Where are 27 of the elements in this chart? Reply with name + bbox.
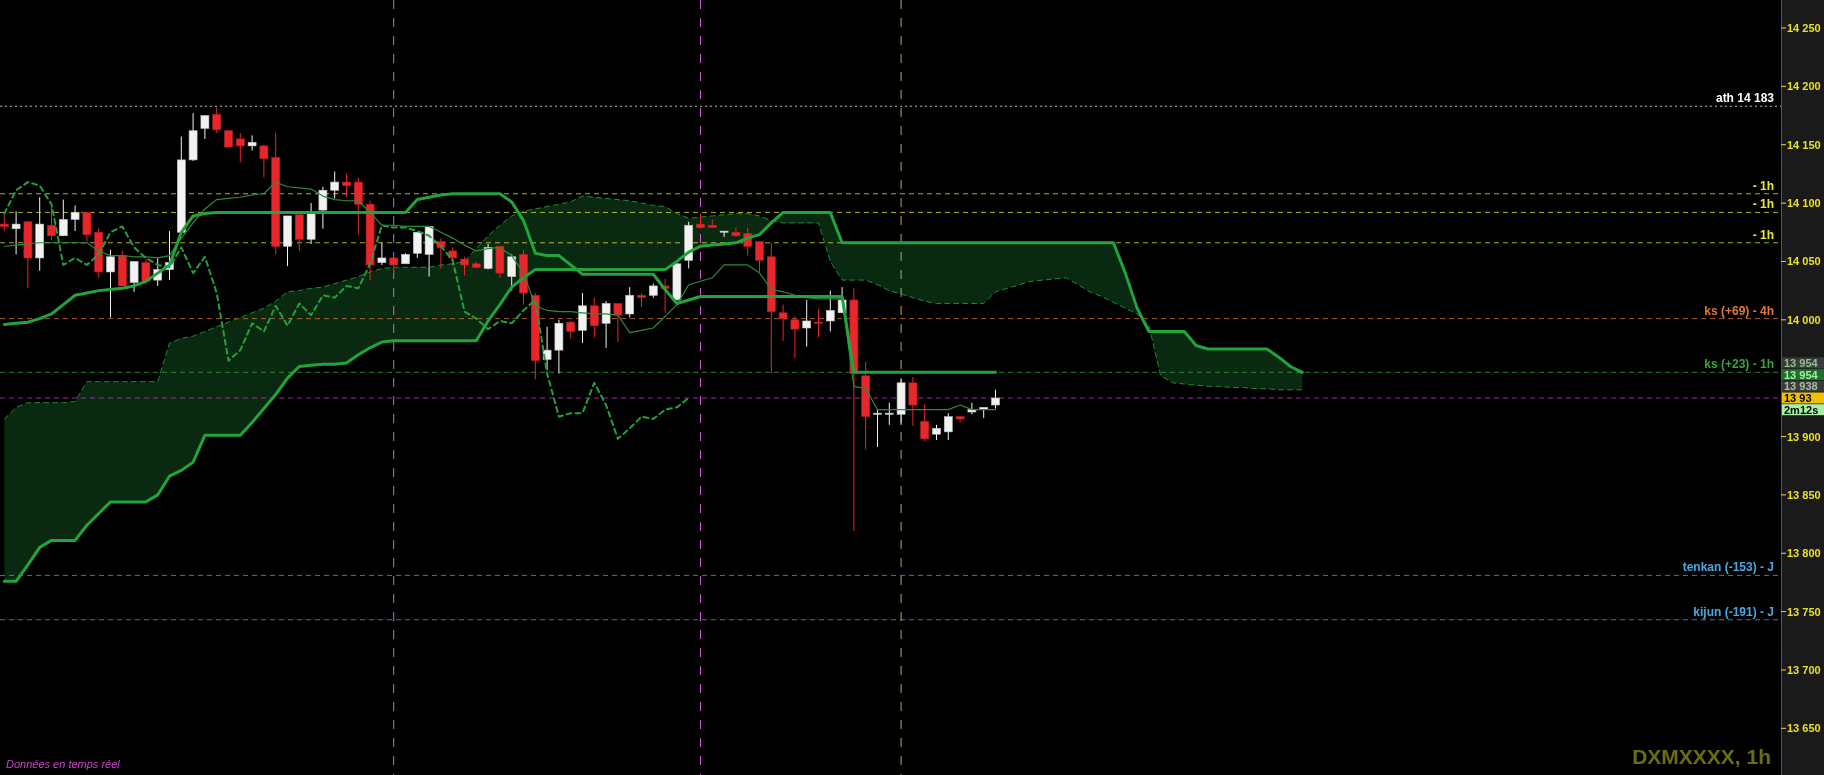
ref-line-label: - 1h [1752, 178, 1774, 193]
ref-line-label: - 1h [1752, 227, 1774, 242]
text: 13 938 [1784, 380, 1818, 393]
y-tick-label: 13 750 [1787, 605, 1821, 618]
y-tick-label: 13 800 [1787, 547, 1821, 560]
text: 13 93 [1784, 392, 1812, 404]
y-tick-label: 13 650 [1787, 722, 1821, 735]
ref-line-label: ath 14 183 [1715, 91, 1775, 106]
annotation: Données en temps réel [6, 758, 121, 770]
y-tick-label: 13 900 [1787, 430, 1821, 443]
text: DXMXXXX, 1h [1632, 745, 1771, 768]
text: 2m12s [1784, 403, 1819, 416]
text: 13 954 [1784, 368, 1819, 381]
ref-line-label: ks (+23) - 1h [1704, 357, 1774, 372]
y-tick-label: 14 100 [1787, 197, 1821, 210]
y-tick-label: 13 700 [1787, 663, 1821, 676]
text: 13 954 [1784, 356, 1819, 369]
y-tick-label: 14 250 [1787, 22, 1821, 35]
y-tick-label: 14 150 [1787, 138, 1821, 151]
ref-line-label: - 1h [1752, 197, 1774, 212]
y-tick-label: 13 850 [1787, 488, 1821, 501]
y-tick-label: 14 000 [1787, 313, 1821, 326]
y-tick-label: 14 050 [1787, 255, 1821, 268]
ref-line-label: ks (+69) - 4h [1704, 303, 1774, 318]
ref-line-label: kijun (-191) - J [1693, 604, 1774, 619]
ref-line-label: tenkan (-153) - J [1682, 560, 1774, 575]
y-tick-label: 14 200 [1787, 80, 1821, 93]
